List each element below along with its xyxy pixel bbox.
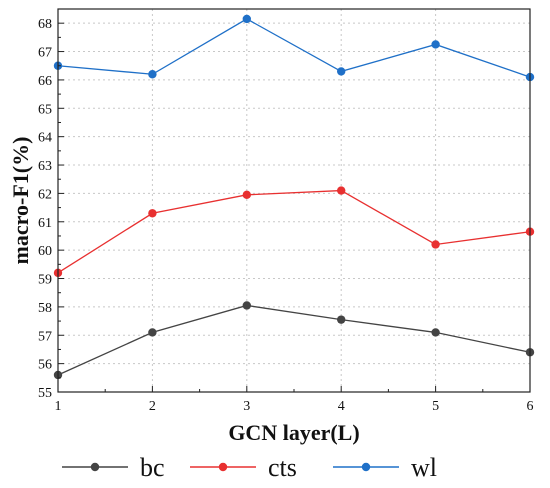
series-line-wl bbox=[57, 18, 531, 78]
x-axis-title: GCN layer(L) bbox=[228, 420, 359, 445]
data-point-cts bbox=[242, 190, 251, 200]
y-tick-label: 66 bbox=[38, 74, 52, 89]
y-tick-label: 57 bbox=[38, 329, 52, 344]
legend: bc cts wl bbox=[62, 453, 437, 482]
legend-marker-cts bbox=[218, 462, 228, 472]
y-tick-label: 64 bbox=[38, 131, 52, 146]
data-point-wl bbox=[242, 14, 251, 24]
series-line-bc bbox=[57, 304, 531, 376]
series-layer bbox=[53, 14, 535, 380]
x-tick-label: 1 bbox=[55, 399, 62, 414]
data-point-cts bbox=[148, 209, 157, 218]
x-tick-label: 4 bbox=[338, 399, 345, 414]
data-point-bc bbox=[431, 328, 440, 337]
data-point-bc bbox=[337, 315, 346, 324]
series-bc bbox=[53, 301, 535, 380]
legend-marker-bc bbox=[90, 462, 100, 472]
data-point-cts bbox=[431, 240, 440, 249]
x-tick-label: 2 bbox=[149, 399, 156, 414]
series-cts bbox=[53, 186, 535, 278]
y-tick-label: 62 bbox=[38, 187, 52, 202]
y-tick-label: 56 bbox=[38, 358, 52, 373]
x-tick-label: 6 bbox=[527, 399, 534, 414]
data-point-bc bbox=[242, 301, 251, 310]
legend-marker-wl bbox=[361, 462, 371, 472]
grid bbox=[57, 9, 531, 393]
y-tick-label: 65 bbox=[38, 102, 52, 117]
x-tick-label: 5 bbox=[432, 399, 439, 414]
y-tick-label: 58 bbox=[38, 301, 52, 316]
data-point-bc bbox=[148, 328, 157, 337]
data-point-wl bbox=[148, 70, 157, 79]
y-tick-label: 63 bbox=[38, 159, 52, 174]
series-wl bbox=[53, 14, 535, 82]
x-tick-label: 3 bbox=[243, 399, 250, 414]
y-tick-label: 59 bbox=[38, 273, 52, 288]
y-axis-title: macro-F1(%) bbox=[8, 137, 33, 265]
series-line-cts bbox=[57, 189, 531, 274]
legend-item-cts: cts bbox=[190, 453, 297, 482]
legend-item-wl: wl bbox=[333, 453, 437, 482]
data-point-wl bbox=[337, 67, 346, 76]
data-point-wl bbox=[431, 40, 440, 49]
legend-label-wl: wl bbox=[411, 453, 437, 482]
plot-frame bbox=[57, 8, 531, 393]
y-tick-label: 68 bbox=[38, 17, 52, 32]
y-tick-label: 61 bbox=[38, 216, 52, 231]
legend-label-bc: bc bbox=[140, 453, 165, 482]
legend-item-bc: bc bbox=[62, 453, 165, 482]
y-tick-label: 67 bbox=[38, 46, 52, 61]
y-tick-label: 55 bbox=[38, 386, 52, 401]
data-point-cts bbox=[337, 186, 346, 195]
legend-label-cts: cts bbox=[268, 453, 297, 482]
y-tick-label: 60 bbox=[38, 244, 52, 259]
